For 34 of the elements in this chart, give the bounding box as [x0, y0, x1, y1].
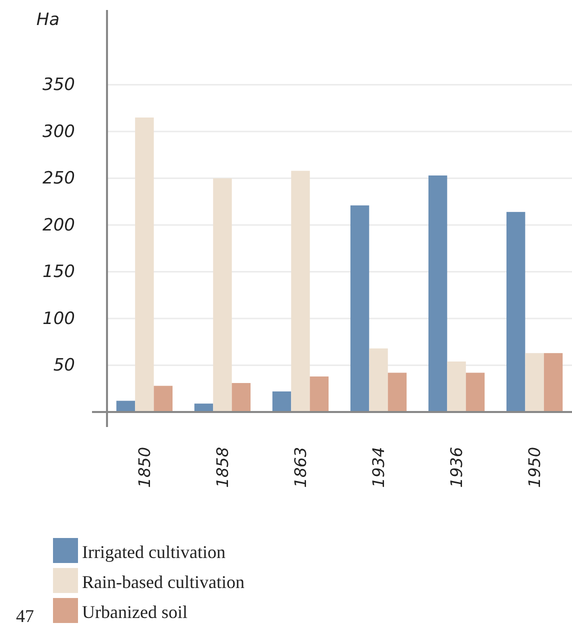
y-tick-label: 100 [42, 308, 75, 329]
bar [388, 372, 407, 412]
bar [525, 353, 544, 412]
x-tick-label: 1863 [291, 447, 310, 488]
bar [447, 362, 466, 412]
y-tick-label: 200 [42, 215, 75, 236]
y-tick-label: 150 [42, 262, 75, 282]
y-tick-label: 350 [42, 75, 75, 96]
bar [154, 386, 173, 412]
y-tick-label: 250 [42, 168, 75, 189]
bar [350, 205, 370, 412]
y-tick-label: 300 [42, 122, 75, 142]
x-tick-label: 1936 [447, 447, 466, 488]
bar [291, 170, 310, 412]
x-tick-label: 1858 [213, 447, 232, 488]
x-tick-label: 1850 [135, 447, 154, 488]
y-axis-title: Ha [36, 10, 60, 30]
bar [466, 372, 485, 412]
x-tick-label: 1934 [369, 447, 388, 488]
bar [135, 118, 154, 412]
legend-label: Irrigated cultivation [82, 542, 226, 562]
text: 47 [16, 606, 34, 626]
bar [232, 383, 251, 412]
bar [213, 178, 232, 412]
bar [428, 175, 448, 412]
legend-label: Urbanized soil [82, 602, 188, 622]
bar [272, 391, 292, 412]
bar [506, 212, 526, 412]
bar [544, 353, 563, 412]
bar [369, 348, 388, 412]
legend-label: Rain-based cultivation [82, 572, 244, 592]
bar [310, 376, 329, 412]
y-tick-label: 50 [53, 356, 75, 376]
x-tick-label: 1950 [525, 447, 544, 488]
